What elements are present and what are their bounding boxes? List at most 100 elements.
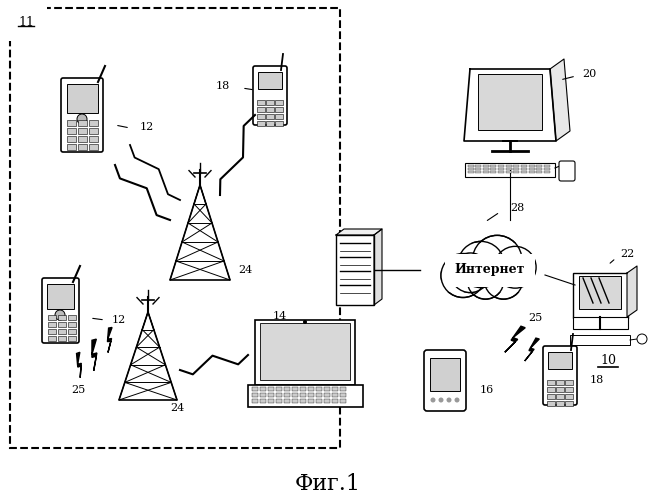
Bar (78, 120, 87, 126)
Bar (260, 323, 350, 380)
Circle shape (455, 398, 459, 402)
Polygon shape (374, 229, 382, 305)
Bar (89, 144, 98, 150)
Bar (268, 399, 274, 403)
Bar (292, 393, 298, 397)
Circle shape (438, 398, 443, 402)
Polygon shape (336, 229, 382, 235)
Bar (547, 380, 555, 385)
Circle shape (55, 310, 65, 320)
Bar (47, 284, 74, 309)
Text: 24: 24 (170, 403, 184, 413)
Text: 28: 28 (510, 203, 524, 213)
Bar (430, 358, 460, 391)
Bar (498, 165, 504, 167)
Bar (490, 168, 496, 170)
Bar (483, 165, 489, 167)
Bar (67, 136, 76, 142)
Bar (548, 352, 572, 369)
Bar (556, 394, 564, 399)
Bar (78, 144, 87, 150)
FancyBboxPatch shape (253, 66, 287, 125)
Bar (89, 128, 98, 134)
Polygon shape (550, 59, 570, 141)
Bar (490, 165, 496, 167)
Bar (257, 121, 265, 126)
Bar (58, 336, 66, 341)
Bar (570, 335, 630, 345)
Bar (58, 322, 66, 327)
Bar (266, 121, 274, 126)
Bar (544, 171, 550, 173)
Bar (556, 380, 564, 385)
Bar (573, 273, 628, 318)
Bar (332, 399, 338, 403)
Bar (544, 168, 550, 170)
Bar (266, 107, 274, 112)
Bar (478, 74, 542, 130)
Polygon shape (77, 352, 81, 378)
Bar (475, 171, 481, 173)
Bar (332, 393, 338, 397)
Bar (300, 387, 306, 391)
Bar (440, 242, 539, 292)
Bar (252, 399, 258, 403)
FancyBboxPatch shape (559, 161, 575, 181)
Bar (468, 171, 474, 173)
Bar (332, 387, 338, 391)
Bar (547, 401, 555, 406)
Text: 14: 14 (273, 311, 287, 321)
Circle shape (441, 254, 485, 298)
FancyBboxPatch shape (42, 278, 79, 343)
Polygon shape (108, 328, 112, 352)
Bar (268, 393, 274, 397)
Bar (308, 399, 314, 403)
Bar (468, 168, 474, 170)
Bar (340, 399, 346, 403)
Bar (513, 165, 519, 167)
Text: 10: 10 (600, 354, 616, 366)
Bar (308, 387, 314, 391)
Bar (284, 399, 290, 403)
Bar (565, 380, 573, 385)
Text: 12: 12 (112, 315, 126, 325)
Bar (257, 114, 265, 119)
Bar (483, 171, 489, 173)
Circle shape (484, 260, 523, 299)
Bar (284, 393, 290, 397)
Bar (67, 84, 98, 113)
Bar (316, 387, 322, 391)
Bar (67, 128, 76, 134)
Text: 24: 24 (238, 265, 253, 275)
Bar (252, 393, 258, 397)
Bar (498, 168, 504, 170)
Circle shape (495, 246, 536, 288)
Bar (48, 322, 56, 327)
Bar (266, 100, 274, 105)
Text: 18: 18 (216, 81, 230, 91)
Bar (275, 107, 283, 112)
Bar (248, 385, 363, 407)
Bar (544, 165, 550, 167)
Bar (10, 8, 340, 448)
Bar (292, 387, 298, 391)
FancyBboxPatch shape (424, 350, 466, 411)
Bar (67, 120, 76, 126)
Bar (498, 171, 504, 173)
Bar (556, 387, 564, 392)
Bar (475, 165, 481, 167)
Bar (506, 165, 512, 167)
Text: Фиг.1: Фиг.1 (295, 473, 361, 495)
Circle shape (77, 114, 87, 124)
Bar (276, 393, 282, 397)
Bar (529, 165, 535, 167)
Bar (336, 235, 374, 305)
Circle shape (458, 242, 504, 288)
Bar (78, 128, 87, 134)
Circle shape (637, 334, 647, 344)
Bar (536, 165, 542, 167)
Bar (468, 165, 474, 167)
Text: 16: 16 (480, 385, 494, 395)
Circle shape (467, 263, 504, 299)
Text: 20: 20 (582, 69, 596, 79)
